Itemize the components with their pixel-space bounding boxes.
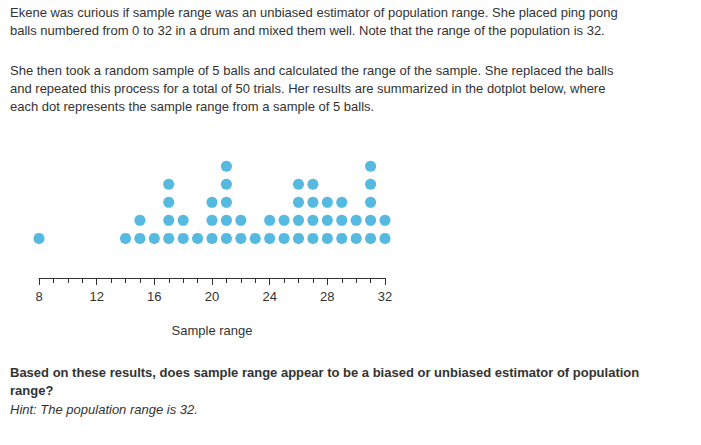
- svg-text:8: 8: [35, 289, 42, 304]
- svg-text:20: 20: [205, 289, 219, 304]
- svg-text:28: 28: [320, 289, 334, 304]
- svg-text:16: 16: [147, 289, 161, 304]
- svg-text:Sample range: Sample range: [172, 323, 253, 338]
- html-text:balls numbered from 0 to 32 in: balls numbered from 0 to 32 in a drum an…: [10, 23, 605, 38]
- html-text:She then took a random sample: She then took a random sample of 5 balls…: [10, 63, 614, 78]
- html-text:Hint: The population range is: Hint: The population range is 32.: [10, 402, 198, 417]
- svg-text:24: 24: [262, 289, 276, 304]
- svg-text:32: 32: [378, 289, 392, 304]
- html-text:Based on these results, does s: Based on these results, does sample rang…: [10, 365, 640, 380]
- html-text:each dot represents the sample: each dot represents the sample range fro…: [10, 99, 375, 114]
- svg-text:12: 12: [89, 289, 103, 304]
- html-text:and repeated this process for: and repeated this process for a total of…: [10, 81, 606, 96]
- html-text:Ekene was curious if sample ra: Ekene was curious if sample range was an…: [10, 5, 618, 20]
- html-text:range?: range?: [10, 383, 54, 398]
